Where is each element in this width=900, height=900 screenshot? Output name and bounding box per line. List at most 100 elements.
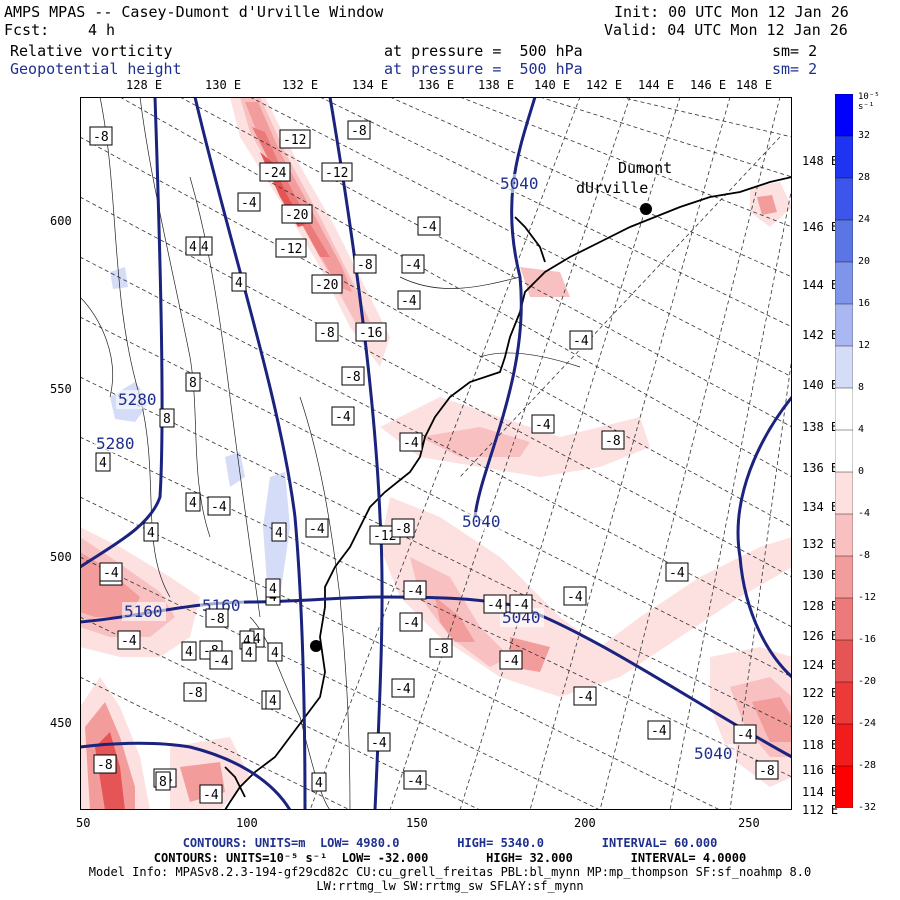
height-label-bg bbox=[498, 174, 542, 193]
vorticity-label-box bbox=[231, 272, 247, 292]
height-label-bg bbox=[692, 744, 736, 763]
vorticity-label-text: -4 bbox=[121, 634, 137, 649]
vorticity-label-text: -4 bbox=[103, 566, 119, 581]
x-tick-label: 50 bbox=[76, 816, 91, 830]
vorticity-label: -4 bbox=[483, 594, 507, 614]
vorticity-label-box bbox=[199, 784, 223, 804]
vorticity-label: -4 bbox=[563, 586, 587, 606]
vorticity-label-box bbox=[397, 290, 421, 310]
vorticity-label-text: 4 bbox=[185, 645, 193, 660]
top-lon-label: 148 E bbox=[736, 78, 773, 92]
colorbar-segment bbox=[835, 303, 853, 347]
vorticity-label-box bbox=[275, 238, 307, 258]
colorbar-segment bbox=[835, 471, 853, 515]
vorticity-label-box bbox=[399, 612, 423, 632]
vorticity-label-box bbox=[403, 770, 427, 790]
vorticity-label: 4 bbox=[231, 272, 247, 292]
colorbar-segment bbox=[835, 723, 853, 767]
vorticity-label-box bbox=[271, 522, 287, 542]
vorticity-label: -8 bbox=[315, 322, 339, 342]
vorticity-label-box bbox=[509, 594, 533, 614]
vorticity-label-text: -4 bbox=[535, 418, 551, 433]
top-lon-label: 144 E bbox=[638, 78, 675, 92]
vorticity-label: -4 bbox=[499, 650, 523, 670]
right-lon-label: 116 E bbox=[802, 763, 839, 777]
height-label-bg bbox=[116, 390, 160, 409]
height-label-bg bbox=[94, 434, 138, 453]
vorticity-label-box bbox=[367, 732, 391, 752]
dumont-label-1: Dumont bbox=[618, 159, 672, 177]
vorticity-label-box bbox=[185, 236, 201, 256]
right-lon-label: 130 E bbox=[802, 568, 839, 582]
vorticity-label-text: 4 bbox=[315, 776, 323, 791]
coastline bbox=[224, 176, 792, 810]
vorticity-label: -4 bbox=[399, 612, 423, 632]
vorticity-label: 4 bbox=[265, 690, 281, 710]
vorticity-label-text: -4 bbox=[651, 724, 667, 739]
height-contour-label: 5280 bbox=[96, 434, 135, 453]
vorticity-label-box bbox=[563, 586, 587, 606]
vorticity-label-text: -12 bbox=[373, 529, 396, 544]
vorticity-label-text: -4 bbox=[203, 788, 219, 803]
vorticity-label-text: -8 bbox=[345, 370, 361, 385]
vorticity-label-box bbox=[241, 642, 257, 662]
vorticity-label-text: 4 bbox=[189, 240, 197, 255]
vorticity-label: -4 bbox=[399, 432, 423, 452]
field2-level: at pressure = 500 hPa bbox=[384, 60, 583, 78]
vorticity-label-box bbox=[155, 771, 171, 791]
vorticity-label-text: 4 bbox=[275, 526, 283, 541]
vorticity-label-text: -8 bbox=[395, 522, 411, 537]
vorticity-label-box bbox=[95, 452, 111, 472]
vorticity-label: -4 bbox=[733, 724, 757, 744]
colorbar-unit: 10⁻⁵ s⁻¹ bbox=[858, 92, 880, 112]
vorticity-label: 4 bbox=[185, 492, 201, 512]
right-lon-label: 114 E bbox=[802, 785, 839, 799]
vorticity-label: 4 bbox=[143, 522, 159, 542]
vorticity-label: -4 bbox=[99, 562, 123, 582]
colorbar-label: 8 bbox=[858, 382, 865, 393]
vorticity-label: 4 bbox=[265, 578, 281, 598]
footer-physics-info: LW:rrtmg_lw SW:rrtmg_sw SFLAY:sf_mynn bbox=[316, 879, 584, 893]
colorbar-label: -16 bbox=[858, 634, 877, 645]
vorticity-label-text: -8 bbox=[319, 326, 335, 341]
vorticity-label: -8 bbox=[205, 608, 229, 628]
vorticity-label: 8 bbox=[155, 771, 171, 791]
vorticity-label-text: -4 bbox=[241, 196, 257, 211]
colorbar-segment bbox=[835, 555, 853, 599]
colorbar-label: -28 bbox=[858, 760, 877, 771]
footer-vorticity-contours: CONTOURS: UNITS=10⁻⁵ s⁻¹ LOW= -32.000 HI… bbox=[153, 851, 747, 865]
vorticity-label: 4 bbox=[271, 522, 287, 542]
vorticity-label: -8 bbox=[183, 682, 207, 702]
vorticity-label-box bbox=[311, 274, 343, 294]
vorticity-label: -4 bbox=[199, 784, 223, 804]
vorticity-label-box bbox=[117, 630, 141, 650]
valid-time: Valid: 04 UTC Mon 12 Jan 26 bbox=[604, 21, 848, 39]
vorticity-label-text: -4 bbox=[573, 334, 589, 349]
height-label-bg bbox=[460, 512, 504, 531]
height-contour-label: 5040 bbox=[462, 512, 501, 531]
vorticity-label-box bbox=[499, 650, 523, 670]
vorticity-label-text: 4 bbox=[269, 694, 277, 709]
vorticity-label-box bbox=[601, 430, 625, 450]
fcst-value: 4 h bbox=[88, 21, 116, 39]
vorticity-label-text: -8 bbox=[97, 758, 113, 773]
colorbar-label: 4 bbox=[858, 424, 865, 435]
height-contour-label: 5040 bbox=[500, 174, 539, 193]
vorticity-label-text: -4 bbox=[403, 616, 419, 631]
vorticity-label: -8 bbox=[353, 254, 377, 274]
vorticity-label-text: 8 bbox=[189, 376, 197, 391]
vorticity-label-text: 4 bbox=[269, 582, 277, 597]
vorticity-label: -4 bbox=[397, 290, 421, 310]
colorbar-label: -12 bbox=[858, 592, 877, 603]
vorticity-label: -8 bbox=[347, 120, 371, 140]
vorticity-label-box bbox=[265, 578, 281, 598]
vorticity-label-text: -4 bbox=[567, 590, 583, 605]
top-lon-label: 138 E bbox=[478, 78, 515, 92]
vorticity-label-text: -4 bbox=[211, 500, 227, 515]
vorticity-label-box bbox=[259, 162, 291, 182]
vorticity-label-box bbox=[237, 192, 261, 212]
vorticity-label: -16 bbox=[355, 322, 387, 342]
x-tick-label: 100 bbox=[236, 816, 258, 830]
